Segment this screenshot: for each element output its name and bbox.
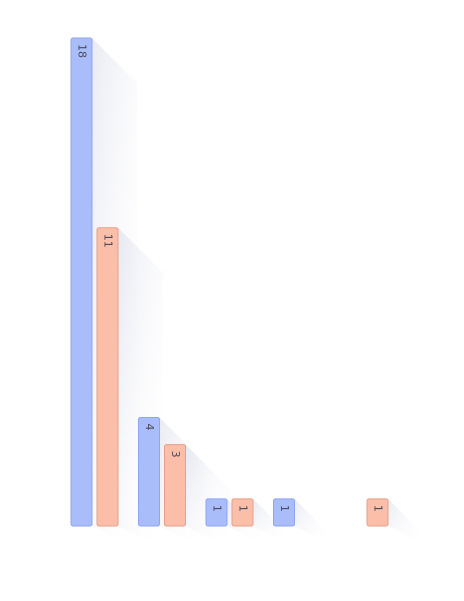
bar-value-label: 1 <box>278 505 291 512</box>
x-tick-label: B <box>161 532 168 543</box>
bars <box>70 37 389 527</box>
bar-shadow <box>294 498 329 544</box>
bar-value-label: 1 <box>372 505 385 512</box>
x-tick-label: E <box>364 532 370 543</box>
x-tick-label: A <box>94 532 101 543</box>
bar-B-series-1 <box>138 417 160 527</box>
bar-C-series-1 <box>205 498 228 527</box>
x-tick-labels: A B C D E <box>94 532 371 543</box>
bar-value-label: 3 <box>169 451 182 458</box>
bar-value-label: 1 <box>237 505 250 512</box>
bar-value-label: 11 <box>102 234 115 248</box>
bar-value-label: 18 <box>76 44 89 58</box>
bar-value-label: 1 <box>211 505 224 512</box>
bar-shadow <box>388 498 423 544</box>
bar-A-series-2 <box>96 227 119 527</box>
bar-value-label: 4 <box>143 424 156 431</box>
x-tick-label: D <box>296 532 304 543</box>
bar-B-series-2 <box>164 444 186 527</box>
x-tick-label: C <box>229 532 236 543</box>
bar-D-series-1 <box>273 498 295 527</box>
bar-A-series-1 <box>70 37 93 527</box>
bar-C-series-2 <box>231 498 254 527</box>
bar-E-series-2 <box>366 498 389 527</box>
bar-shadow <box>253 498 288 544</box>
